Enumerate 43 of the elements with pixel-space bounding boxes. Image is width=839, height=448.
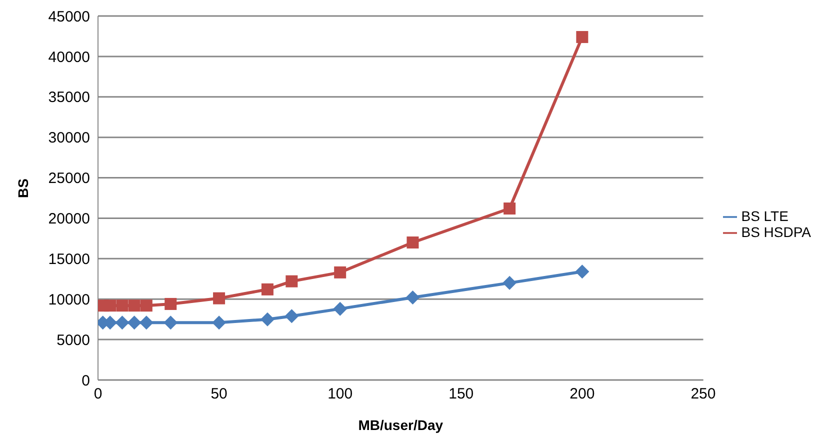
point: [212, 316, 226, 330]
point: [139, 316, 154, 330]
legend-label: BS HSDPA: [741, 224, 811, 240]
point: [286, 275, 298, 288]
y-tick-label: 15000: [48, 250, 90, 268]
point: [261, 283, 274, 296]
y-axis-title: BS: [14, 178, 31, 198]
point: [115, 316, 130, 330]
y-tick-label: 35000: [48, 89, 90, 106]
x-tick-label: 250: [690, 386, 716, 403]
point: [334, 266, 346, 278]
y-tick-label: 30000: [48, 130, 90, 147]
y-tick-label: 40000: [48, 48, 90, 66]
y-tick-label: 45000: [48, 8, 90, 26]
point: [164, 298, 177, 310]
point: [502, 276, 517, 290]
x-tick-label: 50: [210, 386, 228, 403]
point: [116, 300, 128, 312]
point: [575, 264, 590, 279]
point: [104, 300, 116, 312]
point: [576, 31, 588, 44]
x-axis-title: MB/user/Day: [358, 417, 444, 433]
point: [333, 302, 348, 316]
point: [140, 300, 152, 312]
x-tick-label: 150: [448, 386, 474, 403]
y-tick-label: 0: [82, 372, 90, 390]
point: [260, 312, 274, 326]
legend-label: BS LTE: [741, 208, 788, 224]
x-tick-label: 100: [328, 386, 353, 403]
point: [406, 290, 420, 304]
point: [164, 316, 178, 330]
point: [127, 316, 142, 330]
x-tick-label: 200: [570, 386, 595, 403]
point: [504, 202, 516, 215]
y-tick-label: 25000: [48, 170, 90, 188]
point: [128, 300, 140, 312]
point: [406, 236, 419, 248]
y-tick-label: 10000: [48, 291, 90, 308]
x-tick-label: 0: [94, 386, 102, 403]
y-tick-label: 20000: [48, 210, 90, 228]
point: [284, 309, 299, 324]
point: [213, 292, 226, 304]
y-tick-label: 5000: [56, 332, 90, 349]
